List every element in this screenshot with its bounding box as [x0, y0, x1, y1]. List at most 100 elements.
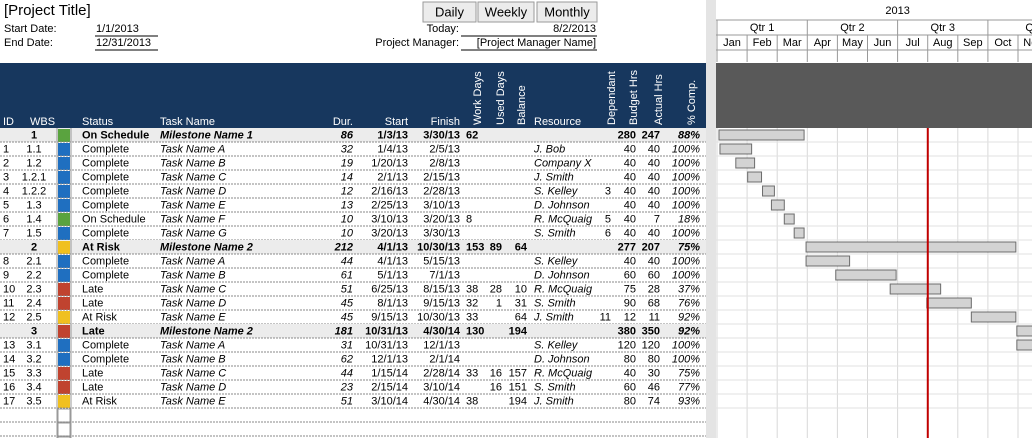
cell: Company X [534, 157, 592, 169]
milestone-row-bg [0, 324, 706, 338]
pm-name: [Project Manager Name] [477, 37, 596, 49]
column-header: Used Days [495, 71, 507, 125]
cell: 212 [334, 241, 353, 253]
cell: 2.3 [26, 283, 41, 295]
cell: 37% [678, 283, 700, 295]
column-header: % Comp. [686, 80, 698, 125]
gantt-bar [783, 213, 795, 225]
cell: 90 [624, 297, 636, 309]
cell: Complete [82, 185, 129, 197]
cell: Late [82, 325, 105, 337]
cell: Task Name G [160, 227, 227, 239]
cell: 100% [672, 269, 700, 281]
cell: 44 [341, 255, 353, 267]
column-header: Task Name [160, 116, 215, 128]
quarter-label: Qtr 3 [931, 22, 955, 34]
cell: 13 [3, 339, 15, 351]
cell: 12 [3, 311, 15, 323]
cell: 51 [341, 283, 353, 295]
gantt-bar [889, 283, 942, 295]
cell: Task Name E [160, 395, 226, 407]
cell: 40 [648, 157, 660, 169]
view-button[interactable] [536, 1, 598, 23]
view-button-label[interactable]: Monthly [544, 4, 590, 19]
cell: 60 [648, 269, 660, 281]
cell: 38 [466, 283, 478, 295]
cell: 10 [341, 213, 354, 225]
cell: 32 [341, 143, 353, 155]
cell: 2/15/13 [423, 171, 460, 183]
cell: 8/15/13 [423, 283, 460, 295]
gantt-bar [805, 255, 851, 267]
gantt-bar [1016, 325, 1032, 337]
year-label: 2013 [885, 5, 909, 17]
cell: 194 [509, 395, 527, 407]
cell: S. Smith [534, 297, 576, 309]
cell: 7/1/13 [429, 269, 460, 281]
view-button[interactable] [477, 1, 535, 23]
cell: Complete [82, 339, 129, 351]
column-header: ID [3, 116, 14, 128]
cell: 60 [624, 381, 636, 393]
cell: 4 [3, 185, 9, 197]
cell: 3/10/14 [371, 395, 408, 407]
quarter-label: Qtr [1025, 22, 1032, 34]
cell: 10 [341, 227, 354, 239]
cell: 15 [3, 367, 15, 379]
cell: 5 [605, 213, 611, 225]
view-button-label[interactable]: Daily [435, 4, 464, 19]
cell: 2.2 [26, 269, 41, 281]
cell: 3.1 [26, 339, 41, 351]
cell: 40 [624, 213, 636, 225]
cell: 100% [672, 143, 700, 155]
cell: 80 [624, 353, 636, 365]
gantt-bar [793, 227, 805, 239]
cell: 2/1/13 [377, 171, 408, 183]
cell: 4/30/14 [423, 325, 461, 337]
cell: 100% [672, 185, 700, 197]
cell: 10 [515, 283, 527, 295]
cell: S. Smith [534, 381, 576, 393]
view-button-label[interactable]: Weekly [485, 4, 528, 19]
start-date: 1/1/2013 [96, 23, 139, 35]
end-label: End Date: [4, 37, 53, 49]
status-color [58, 381, 70, 394]
start-label: Start Date: [4, 23, 57, 35]
cell: At Risk [82, 395, 117, 407]
cell: Late [82, 297, 103, 309]
cell: Milestone Name 1 [160, 129, 253, 141]
cell: 1/20/13 [371, 157, 408, 169]
gantt-bar [747, 171, 763, 183]
cell: J. Smith [533, 311, 574, 323]
gantt-bar [805, 241, 1017, 253]
status-color [58, 283, 70, 296]
cell: 277 [618, 241, 636, 253]
cell: 120 [642, 339, 660, 351]
cell: 1.2 [26, 157, 41, 169]
gantt-bar [735, 157, 756, 169]
cell: 60 [624, 269, 636, 281]
cell: 120 [618, 339, 636, 351]
cell: 8/1/13 [377, 297, 408, 309]
month-label: May [842, 37, 863, 49]
column-header: Balance [516, 85, 528, 125]
cell: Complete [82, 157, 129, 169]
cell: 1.3 [26, 199, 41, 211]
cell: 16 [3, 381, 15, 393]
cell: 64 [515, 311, 527, 323]
cell: 280 [618, 129, 636, 141]
cell: S. Smith [534, 227, 576, 239]
cell: 2.1 [26, 255, 41, 267]
cell: 6/25/13 [371, 283, 408, 295]
cell: 3.4 [26, 381, 41, 393]
view-button[interactable] [422, 1, 477, 23]
month-label: Feb [753, 37, 772, 49]
cell: 18% [678, 213, 700, 225]
gantt-bar [970, 311, 1017, 323]
column-header: Dependant [606, 71, 618, 125]
cell: Milestone Name 2 [160, 325, 253, 337]
cell: Complete [82, 255, 129, 267]
pm-label: Project Manager: [375, 37, 459, 49]
cell: 75% [678, 367, 700, 379]
cell: 3.3 [26, 367, 41, 379]
